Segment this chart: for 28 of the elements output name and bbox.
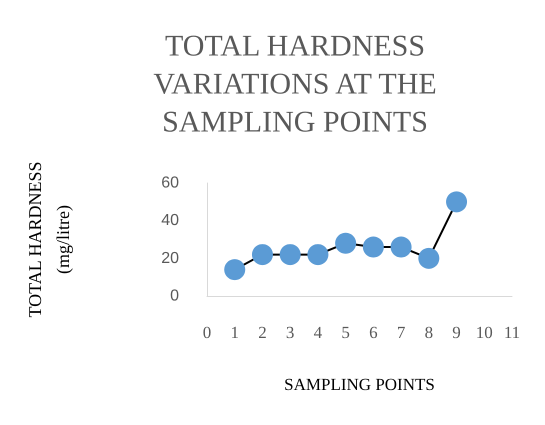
x-tick-label: 2 [258,323,267,342]
x-tick-label: 5 [341,323,350,342]
point [362,236,384,258]
x-tick-label: 0 [202,323,212,342]
y-tick-label: 0 [170,288,180,304]
x-tick-label: 9 [452,323,461,342]
y-tick-label: 20 [161,250,180,267]
x-tick-label: 10 [476,323,493,342]
x-tick-label: 1 [230,323,239,342]
point [307,244,328,266]
x-tick-label: 11 [504,323,520,342]
point [390,236,412,258]
x-tick-label: 6 [369,323,378,342]
point [224,259,246,280]
x-tick-label: 8 [424,323,434,342]
y-tick-label: 40 [161,212,180,230]
y-tick-label: 60 [161,174,180,192]
x-tick-label: 3 [286,323,294,342]
point [252,244,273,266]
point [418,248,440,269]
point [446,191,468,212]
x-axis-title: SAMPLING POINTS [284,375,435,394]
chart-title: TOTAL HARDNESS VARIATIONS AT THE SAMPLING POINTS [153,30,437,138]
point [280,244,301,266]
x-tick-label: 4 [314,323,323,342]
x-tick-label: 7 [396,323,406,342]
y-axis-title: TOTAL HARDNESS (mg/litre) [25,161,73,318]
point [335,232,356,254]
